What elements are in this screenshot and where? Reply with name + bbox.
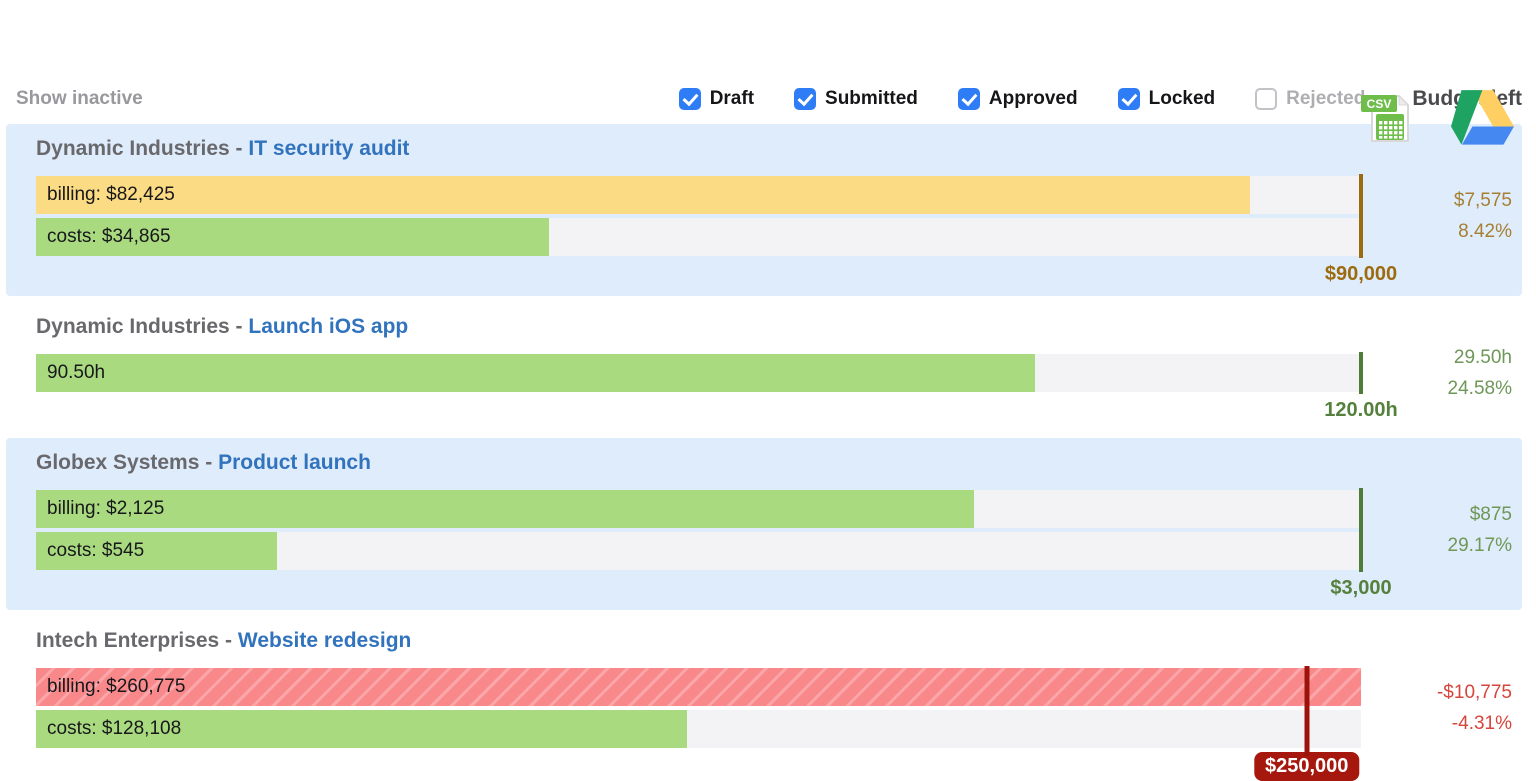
budget-marker-line [1359,352,1363,394]
budget-left-percent: 29.17% [1447,535,1512,556]
checkbox-icon [678,88,701,110]
budget-total-label: $250,000 [1253,752,1360,781]
bar-stack: billing: $2,125 costs: $545 $875 29.17% [36,488,1512,572]
bar-stack: 90.50h 29.50h 24.58% [36,347,1512,399]
budget-label-row: $250,000 [36,752,1361,781]
project-title: Globex Systems - Product launch [36,450,1512,476]
show-inactive-toggle[interactable]: Show inactive [16,88,143,109]
budget-left-percent: -4.31% [1451,713,1512,734]
budget-label-row: $3,000 [36,574,1391,602]
budget-total-label: $90,000 [1324,263,1398,285]
bar-fill [36,354,1036,392]
budget-label-row: 120.00h [36,396,1397,424]
csv-export-button[interactable]: CSV [1356,90,1420,150]
client-name: Dynamic Industries - [36,315,249,338]
google-drive-icon [1450,90,1514,150]
project-link[interactable]: Website redesign [237,629,412,652]
bar-fill [36,490,975,528]
projects-list: Dynamic Industries - IT security audit b… [0,124,1536,781]
checkbox-label: Rejected [1286,88,1366,109]
bar-track: billing: $260,775 [36,668,1361,706]
bar-fill [36,218,549,256]
bar-value-label: costs: $128,108 [47,718,182,739]
checkbox-label: Locked [1148,88,1216,109]
project-link[interactable]: IT security audit [248,137,410,160]
bar-track: costs: $34,865 [36,218,1361,256]
budget-total-label: $3,000 [1330,577,1392,599]
bar-track: 90.50h [36,354,1361,392]
bar-value-label: billing: $260,775 [47,676,186,697]
checkbox-label: Approved [988,88,1078,109]
bar-value-label: 90.50h [47,362,106,383]
checkbox-label: Draft [709,88,755,109]
budget-left-percent: 24.58% [1447,378,1512,399]
budget-marker-line [1304,666,1310,756]
budget-marker-line [1359,174,1363,258]
svg-text:CSV: CSV [1367,97,1392,111]
checkbox-icon [1255,88,1278,110]
budget-left-amount: $875 [1469,504,1512,525]
status-filter-checkbox[interactable]: Approved [957,88,1078,110]
bar-value-label: billing: $82,425 [47,184,175,205]
project-title: Intech Enterprises - Website redesign [36,628,1512,654]
project-section: Globex Systems - Product launch billing:… [6,438,1522,610]
budget-left-amount: $7,575 [1453,190,1512,211]
checkbox-label: Submitted [825,88,918,109]
bar-fill [36,668,1361,706]
project-link[interactable]: Product launch [218,451,371,474]
budget-left-amount: -$10,775 [1436,682,1512,703]
export-toolbar: CSV [1356,90,1514,150]
client-name: Dynamic Industries - [36,137,249,160]
project-section: Dynamic Industries - IT security audit b… [6,124,1522,296]
project-title: Dynamic Industries - IT security audit [36,136,1512,162]
bar-value-label: billing: $2,125 [47,498,165,519]
checkbox-icon [794,88,817,110]
client-name: Globex Systems - [36,451,219,474]
budget-chart: billing: $2,125 costs: $545 $875 29.17% … [36,488,1512,602]
project-title: Dynamic Industries - Launch iOS app [36,314,1512,340]
bar-value-label: costs: $545 [47,540,145,561]
budget-chart: billing: $82,425 costs: $34,865 $7,575 8… [36,174,1512,288]
budget-left-percent: 8.42% [1458,221,1512,242]
budget-label-row: $90,000 [36,260,1397,288]
google-drive-button[interactable] [1450,90,1514,150]
csv-export-icon: CSV [1359,89,1417,152]
status-filter-checkbox[interactable]: Draft [678,88,755,110]
status-filter-group: Draft Submitted Approved Locked Rejected [678,88,1365,110]
project-link[interactable]: Launch iOS app [248,315,409,338]
bar-track: costs: $128,108 [36,710,1361,748]
checkbox-icon [1117,88,1140,110]
project-section: Dynamic Industries - Launch iOS app 90.5… [6,302,1522,432]
budget-report-page: CSV Show inactive Draft Submitted Approv… [0,84,1536,781]
bar-track: billing: $82,425 [36,176,1361,214]
budget-chart: billing: $260,775 costs: $128,108 -$10,7… [36,666,1512,781]
project-section: Intech Enterprises - Website redesign bi… [6,616,1522,781]
bar-fill [36,532,278,570]
bar-track: billing: $2,125 [36,490,1361,528]
status-filter-checkbox[interactable]: Locked [1117,88,1216,110]
status-filter-checkbox[interactable]: Submitted [794,88,918,110]
checkbox-icon [957,88,980,110]
bar-stack: billing: $260,775 costs: $128,108 -$10,7… [36,666,1512,756]
bar-fill [36,176,1250,214]
budget-left-amount: 29.50h [1453,347,1512,368]
filter-row: Show inactive Draft Submitted Approved L… [16,84,1522,114]
budget-marker-line [1359,488,1363,572]
bar-stack: billing: $82,425 costs: $34,865 $7,575 8… [36,174,1512,258]
bar-track: costs: $545 [36,532,1361,570]
budget-chart: 90.50h 29.50h 24.58% 120.00h [36,347,1512,424]
status-filter-checkbox[interactable]: Rejected [1255,88,1365,110]
bar-fill [36,710,687,748]
client-name: Intech Enterprises - [36,629,238,652]
bar-value-label: costs: $34,865 [47,226,171,247]
budget-total-label: 120.00h [1324,399,1398,421]
